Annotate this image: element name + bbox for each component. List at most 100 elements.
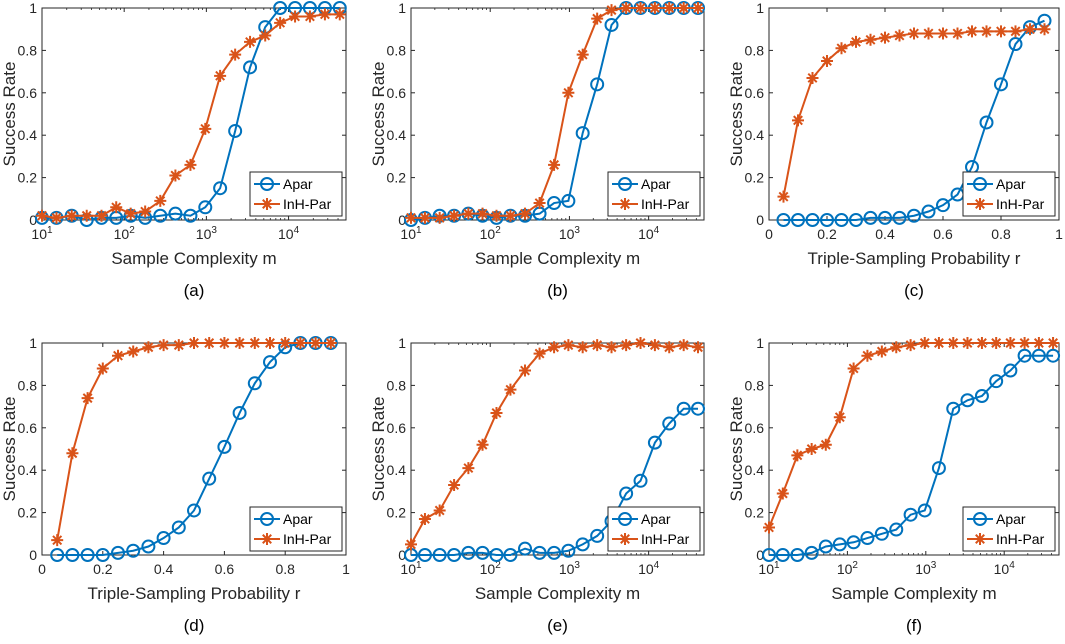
legend-marker-circle xyxy=(618,177,632,191)
data-point-circle xyxy=(936,198,950,213)
data-point-star xyxy=(448,479,461,492)
data-point-star xyxy=(490,209,503,222)
y-tick-label: 0.6 xyxy=(387,85,407,101)
data-point-star xyxy=(95,209,108,222)
data-point-star xyxy=(966,25,978,38)
y-tick-label: 1 xyxy=(398,0,406,16)
data-point-circle xyxy=(903,507,918,522)
legend-marker-circle xyxy=(618,512,632,526)
x-tick-label: 102 xyxy=(480,560,502,577)
x-tick-label: 0.4 xyxy=(154,561,174,577)
x-tick-label-exponent: 4 xyxy=(1009,560,1015,571)
data-point-star xyxy=(975,337,988,349)
legend: Apar InH-Par xyxy=(607,171,701,217)
panel-caption: (e) xyxy=(547,616,568,635)
y-tick-label: 0 xyxy=(398,212,406,228)
x-axis-label: Sample Complexity m xyxy=(475,249,640,268)
data-point-star xyxy=(777,190,790,203)
x-tick-label-exponent: 2 xyxy=(852,560,858,571)
legend-label: InH-Par xyxy=(641,196,690,212)
y-axis-label: Success Rate xyxy=(727,397,746,502)
x-axis-label: Sample Complexity m xyxy=(111,249,276,268)
y-tick-label: 0 xyxy=(29,212,37,228)
data-point-star xyxy=(184,158,197,171)
y-tick-label: 0.6 xyxy=(745,420,765,436)
data-point-star xyxy=(324,337,337,349)
data-point-star xyxy=(405,211,417,224)
x-tick-label-base: 10 xyxy=(994,561,1010,577)
legend: Apar InH-Par xyxy=(249,506,343,552)
data-point-star xyxy=(937,27,949,40)
data-point-star xyxy=(1024,23,1036,36)
x-tick-label-base: 10 xyxy=(480,561,496,577)
x-tick-label-base: 1 xyxy=(1055,226,1063,242)
data-point-circle xyxy=(989,374,1004,389)
data-point-circle xyxy=(168,206,183,221)
data-point-star xyxy=(605,4,618,17)
x-tick-label-base: 0 xyxy=(38,561,46,577)
data-point-star xyxy=(864,33,877,46)
legend-label: InH-Par xyxy=(283,196,332,212)
data-point-star xyxy=(879,31,891,44)
data-point-circle xyxy=(590,77,605,92)
data-point-star xyxy=(504,383,517,396)
data-point-circle xyxy=(889,522,904,537)
data-point-circle xyxy=(213,181,228,196)
y-tick-label: 0.4 xyxy=(387,127,407,143)
x-tick-label: 101 xyxy=(758,560,780,577)
data-point-circle xyxy=(243,60,258,75)
data-point-circle xyxy=(604,17,619,32)
x-tick-label-exponent: 3 xyxy=(931,560,937,571)
x-tick-label-base: 10 xyxy=(638,561,654,577)
legend-label: InH-Par xyxy=(996,196,1045,212)
data-point-star xyxy=(548,341,561,354)
data-point-star xyxy=(1038,23,1051,36)
x-tick-label-exponent: 1 xyxy=(774,560,780,571)
data-point-star xyxy=(576,48,589,61)
data-point-star xyxy=(169,169,182,182)
data-point-circle xyxy=(575,126,590,141)
data-point-star xyxy=(157,339,170,352)
data-point-circle xyxy=(994,77,1008,92)
data-point-circle xyxy=(228,123,243,138)
data-point-star xyxy=(677,2,690,14)
data-point-circle xyxy=(489,548,504,562)
data-point-circle xyxy=(532,545,547,560)
data-point-star xyxy=(274,16,287,29)
data-point-star xyxy=(229,48,242,61)
x-tick-label-base: 0.2 xyxy=(93,561,113,577)
data-point-circle xyxy=(860,531,875,546)
x-tick-label: 0 xyxy=(765,226,773,242)
legend-box xyxy=(249,171,343,217)
data-point-star xyxy=(634,337,647,349)
x-axis-label: Sample Complexity m xyxy=(831,584,996,603)
data-point-circle xyxy=(820,213,834,227)
y-tick-label: 1 xyxy=(398,335,406,351)
legend-label: Apar xyxy=(996,176,1026,192)
data-point-circle xyxy=(50,548,65,562)
data-point-star xyxy=(591,339,604,352)
legend-box xyxy=(962,171,1056,217)
data-point-circle xyxy=(156,531,171,546)
legend-box xyxy=(607,506,701,552)
x-tick-label: 104 xyxy=(638,560,660,577)
legend-label: Apar xyxy=(283,176,313,192)
data-point-circle xyxy=(475,545,490,560)
legend-marker-star xyxy=(261,533,273,545)
x-tick-label-base: 10 xyxy=(638,226,654,242)
y-tick-label: 0.8 xyxy=(387,377,407,393)
y-tick-label: 0.6 xyxy=(18,420,38,436)
x-tick-label-exponent: 4 xyxy=(654,225,660,236)
data-point-star xyxy=(50,211,63,224)
data-point-circle xyxy=(776,213,791,227)
x-axis-label: Sample Complexity m xyxy=(475,584,640,603)
legend-label: InH-Par xyxy=(996,531,1045,547)
data-point-circle xyxy=(775,548,790,562)
data-point-star xyxy=(139,205,152,218)
x-tick-label-base: 10 xyxy=(837,561,853,577)
data-point-circle xyxy=(790,548,805,562)
data-point-star xyxy=(576,341,589,354)
x-tick-label: 102 xyxy=(480,225,502,242)
data-point-circle xyxy=(447,548,462,562)
data-point-circle xyxy=(1008,37,1023,52)
